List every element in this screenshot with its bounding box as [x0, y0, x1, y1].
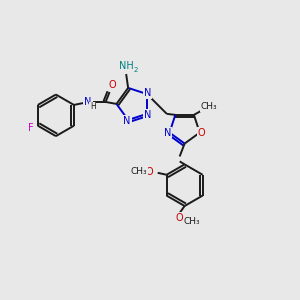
Text: CH₃: CH₃ [183, 217, 200, 226]
Text: N: N [84, 97, 92, 107]
Text: CH₃: CH₃ [200, 103, 217, 112]
Text: N: N [164, 128, 171, 138]
Text: N: N [144, 88, 152, 98]
Text: CH₃: CH₃ [130, 167, 147, 176]
Text: O: O [198, 128, 206, 138]
Text: 2: 2 [134, 67, 138, 73]
Text: O: O [109, 80, 116, 90]
Text: N: N [144, 110, 152, 120]
Text: O: O [176, 213, 184, 223]
Text: N: N [124, 116, 131, 126]
Text: H: H [90, 102, 96, 111]
Text: NH: NH [119, 61, 134, 71]
Text: O: O [146, 167, 154, 177]
Text: F: F [28, 123, 34, 133]
